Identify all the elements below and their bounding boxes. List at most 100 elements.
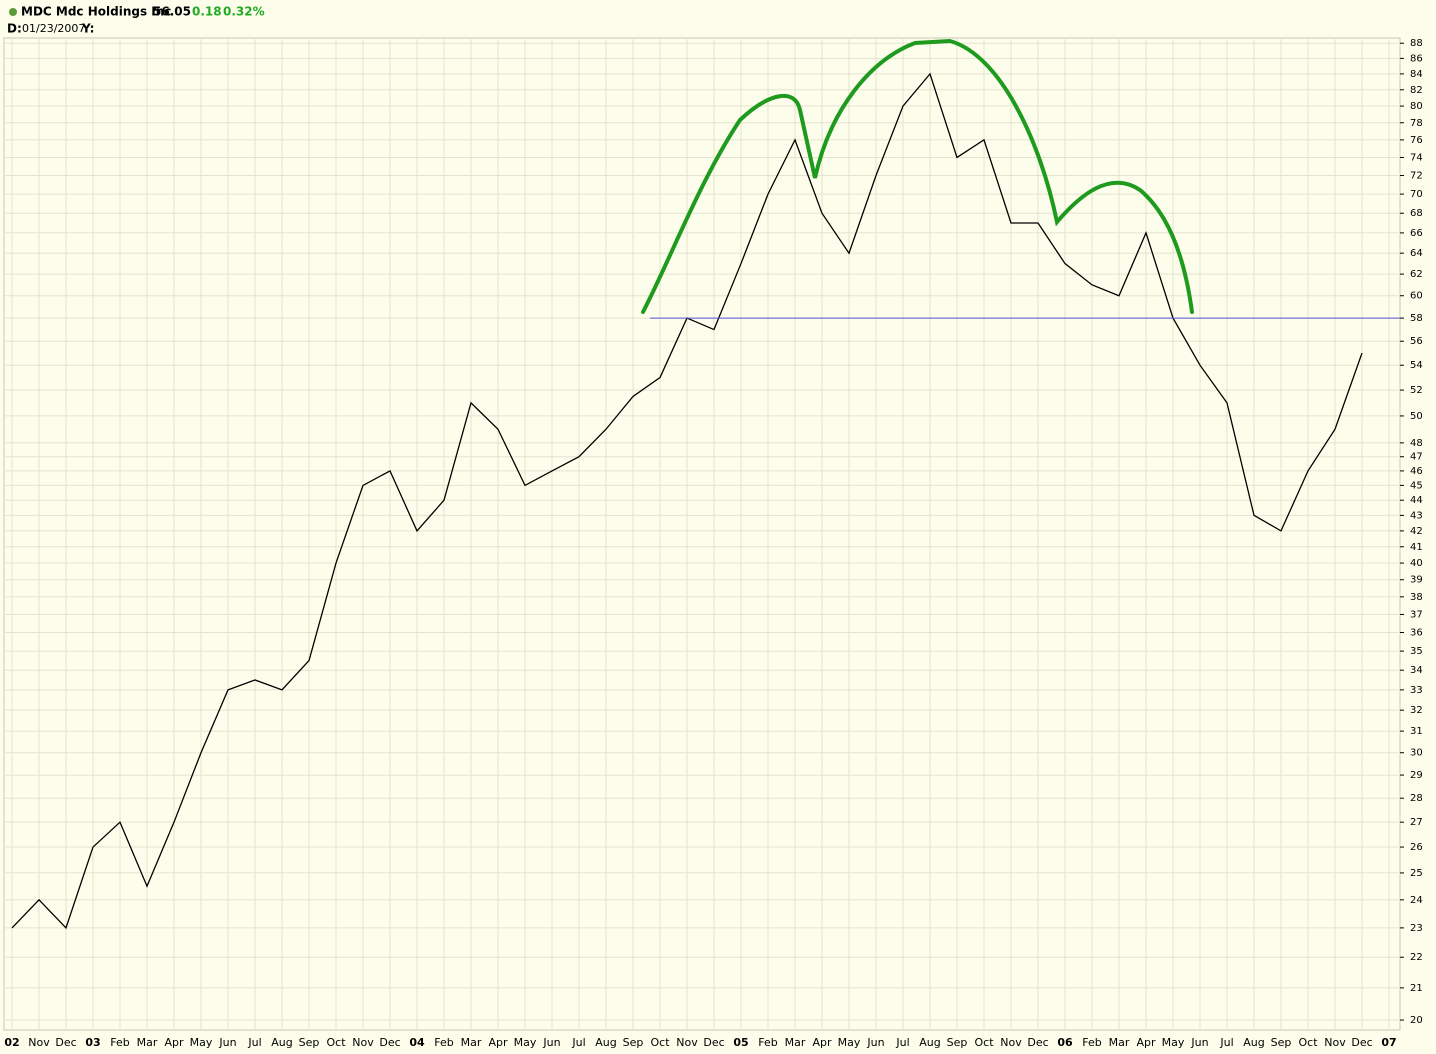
y-tick-label: 43 <box>1410 510 1423 521</box>
y-tick-label: 48 <box>1410 438 1423 449</box>
x-tick-label: Nov <box>1000 1036 1022 1049</box>
x-tick-label: Feb <box>1082 1036 1101 1049</box>
y-tick-label: 28 <box>1410 793 1423 804</box>
change: 0.18 <box>192 5 222 19</box>
x-tick-label: Mar <box>1109 1036 1130 1049</box>
y-label: Y: <box>81 22 94 36</box>
x-tick-label: Oct <box>974 1036 994 1049</box>
y-tick-label: 33 <box>1410 685 1423 696</box>
y-tick-label: 20 <box>1410 1015 1423 1026</box>
y-tick-label: 22 <box>1410 952 1423 963</box>
x-tick-label: Jun <box>542 1036 560 1049</box>
y-tick-label: 36 <box>1410 628 1423 639</box>
x-tick-label: 06 <box>1057 1036 1073 1049</box>
price: 56.05 <box>153 5 191 19</box>
x-tick-label: Mar <box>137 1036 158 1049</box>
x-tick-label: May <box>190 1036 213 1049</box>
y-tick-label: 52 <box>1410 385 1423 396</box>
y-tick-label: 32 <box>1410 705 1423 716</box>
y-tick-label: 74 <box>1410 152 1423 163</box>
x-tick-label: May <box>1162 1036 1185 1049</box>
y-tick-label: 76 <box>1410 135 1423 146</box>
y-tick-label: 70 <box>1410 189 1423 200</box>
x-tick-label: May <box>514 1036 537 1049</box>
x-tick-label: Apr <box>164 1036 184 1049</box>
x-tick-label: Jul <box>247 1036 261 1049</box>
x-tick-label: 05 <box>733 1036 748 1049</box>
y-tick-label: 84 <box>1410 69 1423 80</box>
x-tick-label: Dec <box>379 1036 400 1049</box>
y-tick-label: 56 <box>1410 336 1423 347</box>
x-tick-label: Apr <box>812 1036 832 1049</box>
x-tick-label: Feb <box>758 1036 777 1049</box>
x-tick-label: 07 <box>1381 1036 1396 1049</box>
x-tick-label: Jun <box>866 1036 884 1049</box>
x-tick-label: Oct <box>650 1036 670 1049</box>
x-tick-label: Jul <box>571 1036 585 1049</box>
y-tick-label: 46 <box>1410 466 1423 477</box>
y-tick-label: 38 <box>1410 592 1423 603</box>
y-tick-label: 54 <box>1410 360 1423 371</box>
y-tick-label: 26 <box>1410 842 1423 853</box>
x-tick-label: Dec <box>703 1036 724 1049</box>
x-tick-label: Apr <box>1136 1036 1156 1049</box>
y-tick-label: 47 <box>1410 452 1423 463</box>
x-tick-label: Oct <box>326 1036 346 1049</box>
date-label: D: <box>7 22 22 36</box>
x-tick-label: Jul <box>895 1036 909 1049</box>
y-tick-label: 58 <box>1410 313 1423 324</box>
y-tick-label: 44 <box>1410 495 1423 506</box>
y-tick-label: 23 <box>1410 923 1423 934</box>
x-tick-label: 02 <box>4 1036 19 1049</box>
x-tick-label: 03 <box>85 1036 100 1049</box>
x-tick-label: Sep <box>947 1036 968 1049</box>
x-tick-label: Feb <box>434 1036 453 1049</box>
y-tick-label: 37 <box>1410 609 1423 620</box>
x-tick-label: Dec <box>55 1036 76 1049</box>
x-tick-label: Oct <box>1298 1036 1318 1049</box>
plot-area <box>3 37 1401 1031</box>
x-tick-label: Sep <box>1271 1036 1292 1049</box>
y-tick-label: 41 <box>1410 542 1423 553</box>
y-tick-label: 39 <box>1410 575 1423 586</box>
x-tick-label: 04 <box>409 1036 425 1049</box>
x-tick-label: Feb <box>110 1036 129 1049</box>
y-tick-label: 86 <box>1410 53 1423 64</box>
y-tick-label: 29 <box>1410 770 1423 781</box>
y-tick-label: 62 <box>1410 269 1423 280</box>
y-tick-label: 30 <box>1410 748 1423 759</box>
change-pct: 0.32% <box>223 5 265 19</box>
x-tick-label: Aug <box>271 1036 292 1049</box>
y-tick-label: 72 <box>1410 171 1423 182</box>
x-tick-label: Aug <box>595 1036 616 1049</box>
y-tick-label: 31 <box>1410 726 1423 737</box>
y-tick-label: 45 <box>1410 480 1423 491</box>
x-tick-label: Mar <box>461 1036 482 1049</box>
x-tick-label: Sep <box>299 1036 320 1049</box>
y-tick-label: 64 <box>1410 248 1423 259</box>
y-tick-label: 40 <box>1410 558 1423 569</box>
x-tick-label: Jun <box>218 1036 236 1049</box>
y-tick-label: 27 <box>1410 817 1423 828</box>
y-tick-label: 68 <box>1410 208 1423 219</box>
status-icon <box>9 8 17 16</box>
x-tick-label: Dec <box>1351 1036 1372 1049</box>
pattern-drawing <box>641 38 1194 314</box>
y-tick-label: 66 <box>1410 228 1423 239</box>
y-tick-label: 88 <box>1410 38 1423 49</box>
y-tick-label: 24 <box>1410 895 1423 906</box>
x-tick-label: Jun <box>1190 1036 1208 1049</box>
x-tick-label: Apr <box>488 1036 508 1049</box>
y-tick-label: 25 <box>1410 868 1423 879</box>
x-tick-label: Nov <box>1324 1036 1346 1049</box>
y-tick-label: 21 <box>1410 983 1423 994</box>
y-tick-label: 80 <box>1410 101 1423 112</box>
symbol: MDC Mdc Holdings Inc <box>21 5 171 19</box>
x-tick-label: Aug <box>1243 1036 1264 1049</box>
y-tick-label: 82 <box>1410 85 1423 96</box>
x-tick-label: Nov <box>352 1036 374 1049</box>
x-tick-label: Aug <box>919 1036 940 1049</box>
date: 01/23/2007 <box>22 22 85 35</box>
y-tick-label: 60 <box>1410 291 1423 302</box>
